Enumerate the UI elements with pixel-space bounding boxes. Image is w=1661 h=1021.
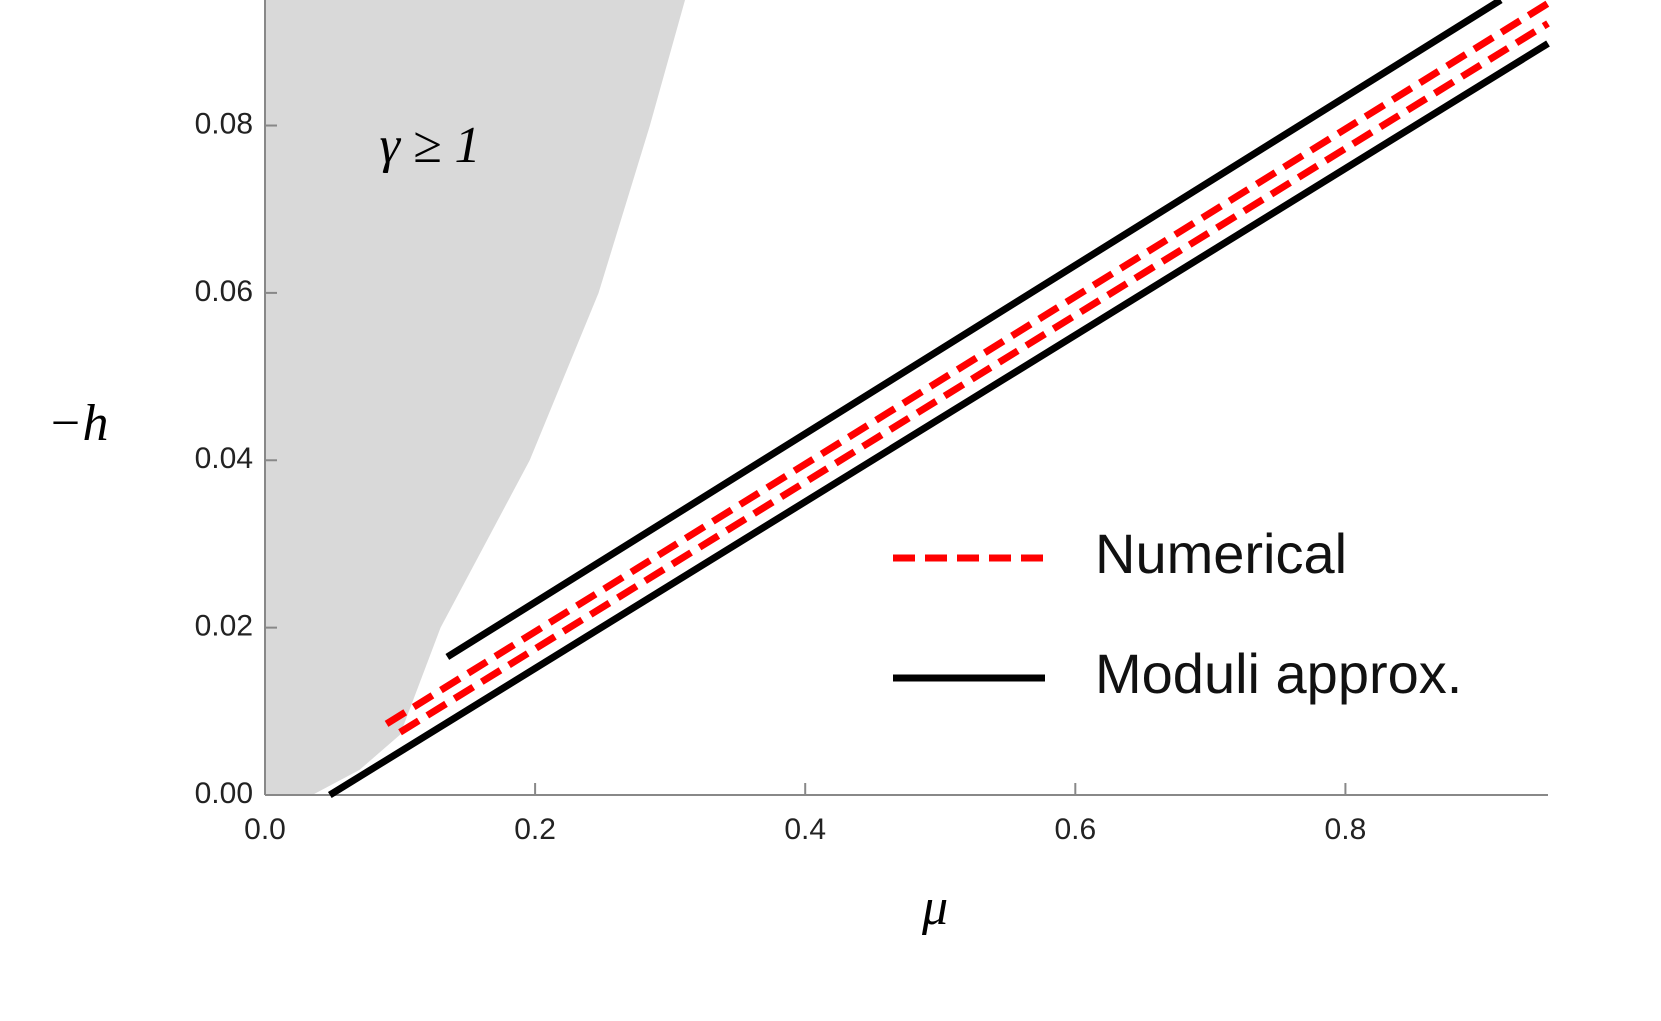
y-axis-label: −h bbox=[47, 395, 108, 452]
x-tick-label: 0.4 bbox=[784, 813, 826, 846]
y-tick-label: 0.00 bbox=[195, 777, 253, 810]
y-tick-label: 0.08 bbox=[195, 107, 253, 140]
x-tick-label: 0.2 bbox=[514, 813, 556, 846]
line-series bbox=[445, 0, 1503, 660]
x-tick-label: 0.6 bbox=[1054, 813, 1096, 846]
annotation: γ ≥ 1 bbox=[379, 117, 480, 174]
legend-label: Numerical bbox=[1095, 522, 1347, 585]
x-tick-label: 0.8 bbox=[1325, 813, 1367, 846]
x-axis-label: μ bbox=[921, 879, 948, 936]
shaded-region bbox=[265, 0, 686, 795]
line-series bbox=[327, 40, 1550, 798]
legend-label: Moduli approx. bbox=[1095, 642, 1462, 705]
y-tick-label: 0.04 bbox=[195, 442, 253, 475]
line-series bbox=[398, 20, 1550, 736]
y-tick-label: 0.02 bbox=[195, 610, 253, 643]
x-tick-label: 0.0 bbox=[244, 813, 286, 846]
y-tick-label: 0.06 bbox=[195, 275, 253, 308]
line-series bbox=[384, 0, 1550, 727]
